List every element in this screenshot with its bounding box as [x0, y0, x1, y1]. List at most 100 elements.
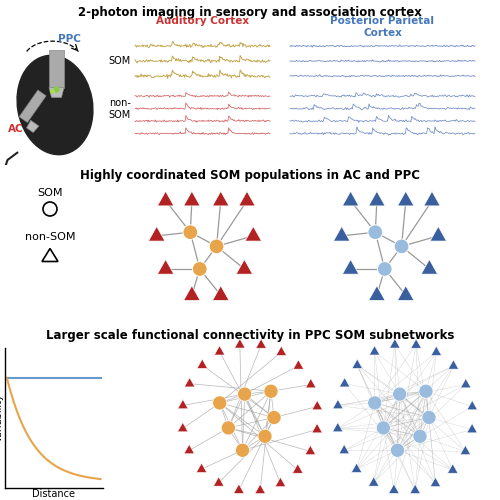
Circle shape — [258, 429, 272, 444]
Text: PPC: PPC — [58, 34, 80, 44]
Circle shape — [209, 239, 224, 254]
Polygon shape — [398, 191, 414, 206]
Polygon shape — [368, 286, 385, 300]
Text: 2-photon imaging in sensory and association cortex: 2-photon imaging in sensory and associat… — [78, 6, 422, 19]
Polygon shape — [49, 50, 64, 88]
Polygon shape — [424, 191, 440, 206]
Y-axis label: Shared
Variability: Shared Variability — [0, 393, 4, 442]
Text: non-SOM: non-SOM — [25, 232, 75, 242]
Polygon shape — [430, 478, 440, 486]
Polygon shape — [340, 378, 350, 387]
Polygon shape — [342, 260, 359, 274]
Polygon shape — [332, 422, 343, 432]
Circle shape — [390, 443, 404, 458]
Polygon shape — [42, 248, 58, 262]
Polygon shape — [178, 400, 188, 409]
Polygon shape — [368, 191, 385, 206]
Polygon shape — [334, 226, 350, 241]
Ellipse shape — [17, 56, 93, 154]
Polygon shape — [448, 464, 458, 473]
Polygon shape — [275, 478, 285, 486]
Polygon shape — [460, 378, 471, 388]
Polygon shape — [430, 226, 446, 241]
Polygon shape — [388, 484, 399, 494]
Polygon shape — [197, 359, 207, 368]
Polygon shape — [352, 359, 362, 368]
Circle shape — [376, 421, 390, 435]
Polygon shape — [255, 484, 266, 494]
Polygon shape — [390, 338, 400, 348]
Circle shape — [236, 443, 250, 458]
Polygon shape — [342, 191, 359, 206]
Polygon shape — [234, 484, 244, 494]
Circle shape — [264, 384, 278, 398]
Polygon shape — [421, 260, 438, 274]
Polygon shape — [148, 226, 165, 241]
Polygon shape — [158, 260, 174, 274]
Text: AC: AC — [8, 124, 24, 134]
Polygon shape — [431, 346, 442, 356]
Circle shape — [222, 421, 235, 435]
Text: Highly coordinated SOM populations in AC and PPC: Highly coordinated SOM populations in AC… — [80, 169, 420, 182]
Circle shape — [43, 202, 57, 216]
Polygon shape — [398, 286, 414, 300]
Polygon shape — [370, 346, 380, 355]
Polygon shape — [352, 463, 362, 472]
Polygon shape — [410, 484, 420, 494]
Polygon shape — [306, 378, 316, 388]
Polygon shape — [460, 446, 470, 454]
Polygon shape — [368, 477, 379, 486]
Polygon shape — [292, 464, 303, 473]
Polygon shape — [184, 286, 200, 300]
Polygon shape — [214, 477, 224, 486]
Circle shape — [378, 262, 392, 276]
Polygon shape — [196, 463, 207, 472]
Polygon shape — [411, 339, 422, 348]
Polygon shape — [467, 400, 477, 410]
Circle shape — [413, 429, 427, 444]
Polygon shape — [184, 191, 200, 206]
Circle shape — [267, 410, 281, 424]
Polygon shape — [312, 400, 322, 410]
Circle shape — [368, 225, 382, 240]
Polygon shape — [214, 346, 225, 355]
Polygon shape — [312, 424, 322, 433]
Text: Larger scale functional connectivity in PPC SOM subnetworks: Larger scale functional connectivity in … — [46, 329, 454, 342]
Circle shape — [192, 262, 207, 276]
Circle shape — [394, 239, 409, 254]
Polygon shape — [467, 424, 477, 433]
Polygon shape — [212, 191, 229, 206]
Polygon shape — [276, 346, 286, 356]
Circle shape — [368, 396, 382, 410]
Polygon shape — [245, 226, 262, 241]
Polygon shape — [239, 191, 255, 206]
Text: SOM: SOM — [109, 56, 131, 66]
Polygon shape — [212, 286, 229, 300]
Circle shape — [392, 387, 406, 401]
Text: non-
SOM: non- SOM — [109, 98, 131, 120]
Polygon shape — [49, 88, 64, 98]
Polygon shape — [184, 444, 194, 454]
Polygon shape — [178, 422, 188, 432]
Polygon shape — [293, 360, 304, 369]
X-axis label: Distance: Distance — [32, 489, 75, 499]
Polygon shape — [158, 191, 174, 206]
Polygon shape — [448, 360, 458, 369]
Polygon shape — [236, 260, 252, 274]
Text: Posterior Parietal
Cortex: Posterior Parietal Cortex — [330, 16, 434, 38]
Polygon shape — [19, 90, 46, 122]
Polygon shape — [305, 446, 316, 454]
Circle shape — [422, 410, 436, 424]
Polygon shape — [339, 444, 349, 454]
Circle shape — [183, 225, 198, 240]
Polygon shape — [26, 120, 39, 132]
Polygon shape — [184, 378, 195, 387]
Text: SOM: SOM — [37, 188, 63, 198]
Circle shape — [419, 384, 433, 398]
Polygon shape — [256, 339, 266, 348]
Polygon shape — [234, 338, 245, 348]
Text: Auditory Cortex: Auditory Cortex — [156, 16, 249, 26]
Circle shape — [212, 396, 227, 410]
Polygon shape — [332, 400, 343, 409]
Circle shape — [238, 387, 252, 401]
